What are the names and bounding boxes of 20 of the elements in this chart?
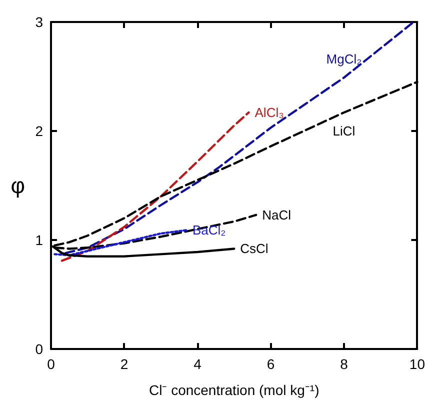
series-label: AlCl₃ [254,104,284,120]
y-tick-label: 3 [35,14,44,30]
y-tick-label: 0 [35,341,44,357]
y-tick-label: 2 [35,123,44,139]
x-tick-label: 6 [266,356,275,372]
series-label: BaCl₂ [192,222,226,238]
y-axis-title: φ [10,173,25,198]
line-series [54,229,188,256]
series-label: LiCl [332,123,356,138]
x-tick-label: 8 [340,356,348,372]
x-tick-label: 2 [120,356,128,372]
x-tick-label: 4 [194,356,202,372]
series-label: MgCl₂ [326,52,362,67]
series-label: NaCl [262,207,292,222]
series-label: CsCl [240,241,268,256]
x-tick-label: 0 [47,356,56,372]
line-series [64,20,415,254]
x-axis-title: Cl⁻ concentration (mol kg⁻¹) [148,382,320,398]
x-tick-label: 10 [409,356,426,372]
y-tick-label: 1 [35,232,44,248]
